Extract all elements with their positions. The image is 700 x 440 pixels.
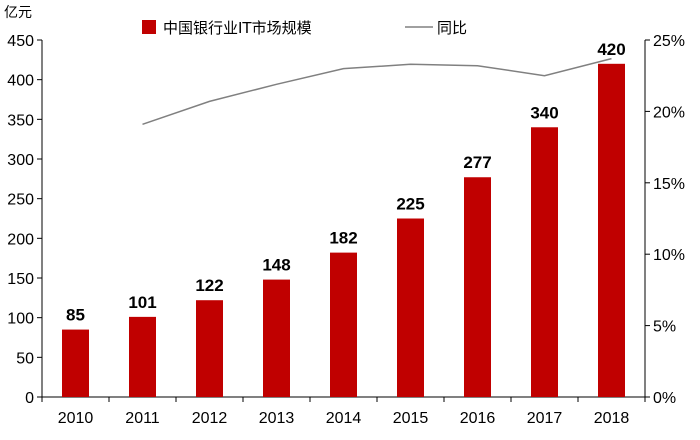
y-axis-unit-label: 亿元	[4, 5, 32, 21]
x-tick-label: 2013	[259, 410, 295, 427]
y-tick-label: 400	[7, 73, 34, 90]
legend-label-bar: 中国银行业IT市场规模	[163, 19, 312, 37]
bar-data-label: 182	[329, 229, 357, 248]
x-tick-label: 2015	[393, 410, 429, 427]
y-tick-label: 300	[7, 152, 34, 169]
x-tick-label: 2012	[192, 410, 228, 427]
y-tick-label: 450	[7, 33, 34, 50]
bar	[531, 127, 558, 398]
y-tick-label: 250	[7, 192, 34, 209]
y-tick-label: 350	[7, 112, 34, 129]
legend: 中国银行业IT市场规模 同比	[142, 19, 467, 37]
bar-data-label: 340	[530, 103, 558, 122]
bar	[62, 329, 89, 397]
y2-tick-label: 10%	[653, 247, 685, 264]
bar-data-label: 101	[128, 293, 156, 312]
bar	[263, 279, 290, 397]
x-tick-label: 2011	[125, 410, 160, 427]
y2-tick-label: 20%	[653, 104, 685, 121]
y-tick-label: 100	[7, 311, 34, 328]
y-tick-label: 0	[25, 390, 34, 407]
y2-tick-label: 15%	[653, 176, 685, 193]
y2-tick-label: 5%	[653, 319, 676, 336]
bar	[330, 252, 357, 397]
bar	[397, 218, 424, 397]
y-tick-label: 50	[16, 350, 34, 367]
yoy-line	[142, 57, 612, 126]
bar	[196, 300, 223, 397]
bar-data-label: 85	[66, 306, 85, 325]
bar	[598, 63, 625, 398]
bar	[464, 177, 491, 397]
x-tick-label: 2018	[594, 410, 630, 427]
legend-label-line: 同比	[437, 19, 467, 37]
bar-data-label: 148	[262, 256, 290, 275]
bar-data-label: 420	[597, 40, 625, 59]
x-tick-label: 2017	[527, 410, 563, 427]
bar	[129, 316, 156, 397]
y-tick-label: 200	[7, 231, 34, 248]
bar-data-label: 277	[463, 153, 491, 172]
y2-tick-label: 25%	[653, 33, 685, 50]
bar-data-label: 122	[195, 276, 223, 295]
x-tick-label: 2014	[326, 410, 362, 427]
legend-swatch-bar	[142, 20, 156, 34]
bar-data-label: 225	[396, 195, 424, 214]
x-tick-label: 2016	[460, 410, 496, 427]
y-tick-label: 150	[7, 271, 34, 288]
y2-tick-label: 0%	[653, 390, 676, 407]
x-tick-label: 2010	[58, 410, 94, 427]
